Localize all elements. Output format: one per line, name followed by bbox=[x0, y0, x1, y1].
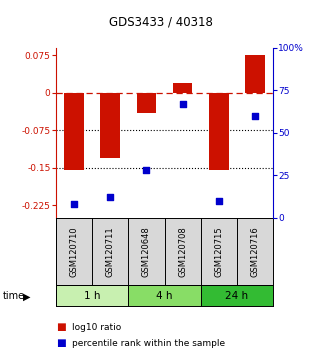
Bar bbox=[173, 83, 193, 93]
Point bbox=[72, 201, 77, 207]
Text: ▶: ▶ bbox=[23, 291, 30, 301]
Bar bbox=[56, 285, 128, 306]
Point bbox=[180, 101, 185, 107]
Text: GSM120708: GSM120708 bbox=[178, 226, 187, 277]
Text: GSM120648: GSM120648 bbox=[142, 226, 151, 277]
Text: 1 h: 1 h bbox=[84, 291, 100, 301]
Bar bbox=[209, 93, 229, 170]
Text: GSM120715: GSM120715 bbox=[214, 226, 223, 277]
Text: percentile rank within the sample: percentile rank within the sample bbox=[72, 339, 225, 348]
Text: 24 h: 24 h bbox=[225, 291, 248, 301]
Bar bbox=[201, 285, 273, 306]
Text: GSM120710: GSM120710 bbox=[70, 226, 79, 277]
Text: GSM120716: GSM120716 bbox=[250, 226, 259, 277]
Bar bbox=[245, 55, 265, 93]
Bar bbox=[64, 93, 84, 170]
Text: log10 ratio: log10 ratio bbox=[72, 323, 121, 332]
Text: GSM120711: GSM120711 bbox=[106, 226, 115, 277]
Text: 4 h: 4 h bbox=[156, 291, 173, 301]
Text: ■: ■ bbox=[56, 322, 66, 332]
Text: time: time bbox=[3, 291, 25, 301]
Point bbox=[252, 113, 257, 119]
Bar bbox=[136, 93, 156, 113]
Point bbox=[144, 167, 149, 173]
Bar bbox=[128, 285, 201, 306]
Text: ■: ■ bbox=[56, 338, 66, 348]
Point bbox=[108, 194, 113, 200]
Bar bbox=[100, 93, 120, 158]
Point bbox=[216, 198, 221, 204]
Text: GDS3433 / 40318: GDS3433 / 40318 bbox=[108, 16, 213, 29]
